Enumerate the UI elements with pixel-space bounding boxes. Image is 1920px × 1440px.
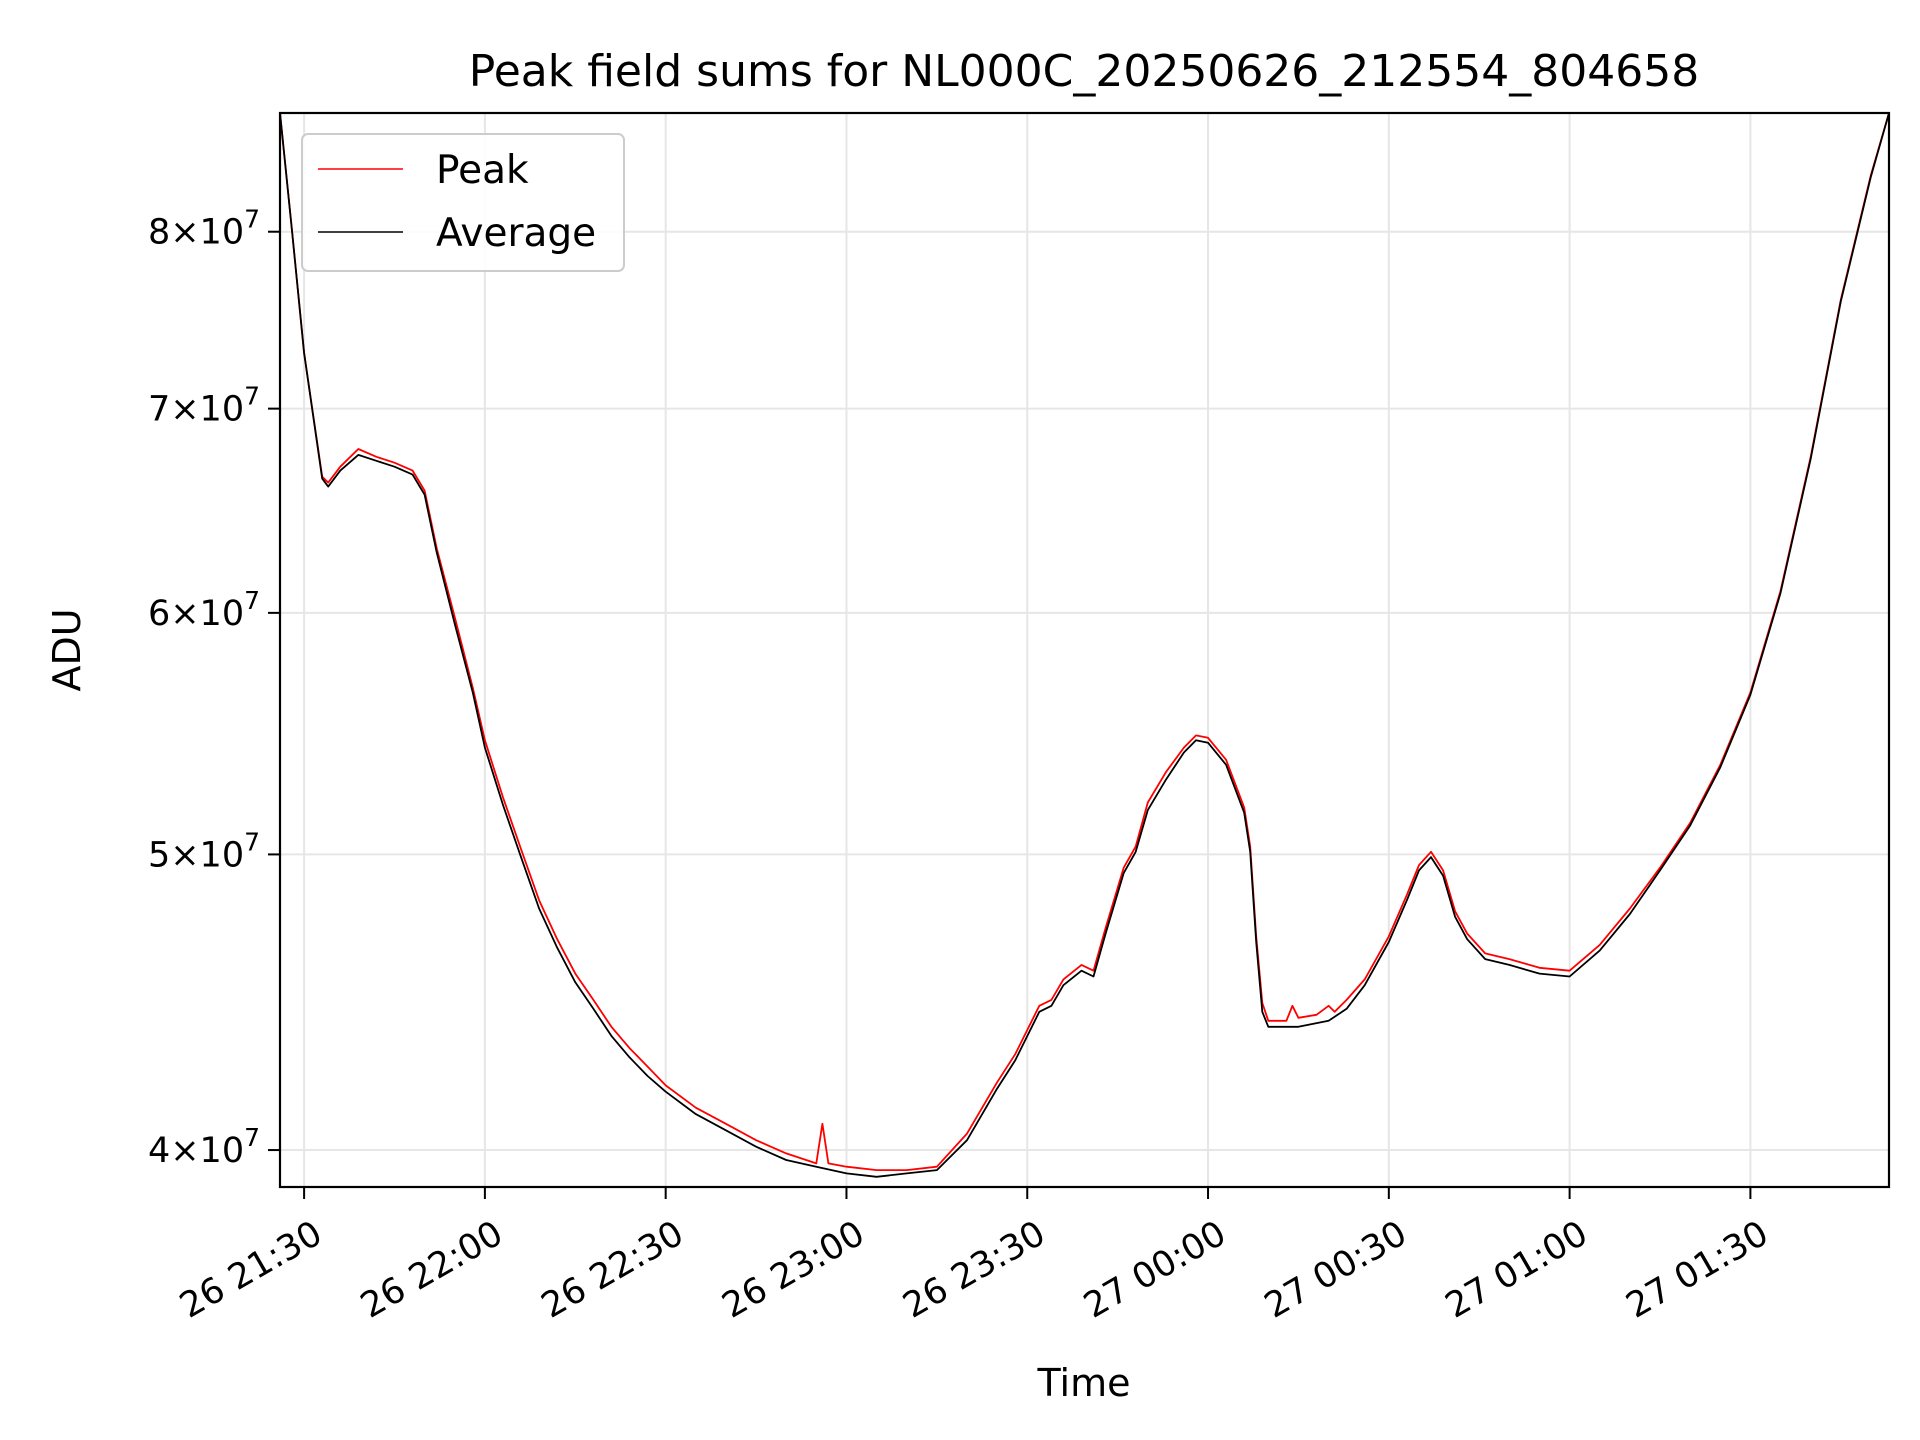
x-axis-label: Time <box>1037 1361 1131 1405</box>
y-tick-label: 7×107 <box>148 382 260 430</box>
legend: Peak Average <box>301 133 625 272</box>
series-line-average <box>279 112 1890 1178</box>
legend-label-peak: Peak <box>436 148 529 193</box>
y-axis-label: ADU <box>45 608 89 691</box>
y-tick-label: 8×107 <box>148 205 260 253</box>
plot-area-frame <box>278 111 1891 1189</box>
grid-lines <box>280 113 1889 1187</box>
chart-title: Peak field sums for NL000C_20250626_2125… <box>469 46 1699 97</box>
y-axis: 4×107 5×107 6×107 7×107 8×107 <box>148 205 280 1171</box>
series-layer <box>279 112 1890 1178</box>
y-tick-label: 4×107 <box>148 1123 260 1171</box>
y-tick-label: 5×107 <box>148 827 260 875</box>
y-tick-label: 6×107 <box>148 586 260 634</box>
legend-label-average: Average <box>436 211 596 256</box>
series-line-peak <box>279 112 1890 1171</box>
